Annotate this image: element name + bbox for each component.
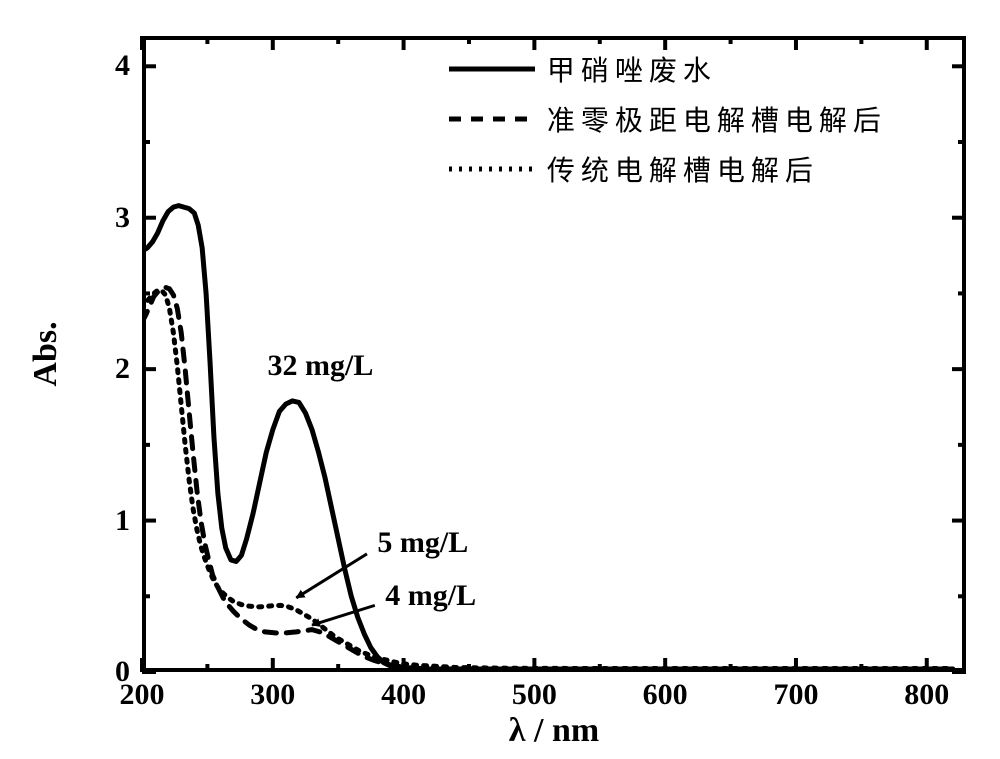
legend-swatch (447, 108, 537, 130)
y-tick-label: 4 (115, 49, 130, 83)
annotation-a2: 5 mg/L (377, 526, 468, 560)
y-tick-label: 1 (115, 504, 130, 538)
annotation-arrow (312, 605, 375, 625)
legend-item: 传统电解槽电解后 (447, 149, 941, 189)
legend-item: 准零极距电解槽电解后 (447, 99, 941, 139)
y-tick-label: 3 (115, 201, 130, 235)
legend-swatch (447, 158, 537, 180)
series-group (142, 206, 953, 671)
legend-swatch-wrap (447, 58, 537, 80)
y-tick-label: 0 (115, 655, 130, 689)
annotation-a3: 4 mg/L (385, 579, 476, 613)
legend-swatch-wrap (447, 158, 537, 180)
legend-swatch-wrap (447, 108, 537, 130)
x-axis-title: λ / nm (509, 712, 599, 750)
legend-item: 甲硝唑废水 (447, 49, 941, 89)
annotation-arrow (296, 554, 367, 598)
x-tick-label: 600 (643, 678, 688, 712)
legend-swatch (447, 58, 537, 80)
series-s3 (142, 290, 953, 668)
y-axis-title: Abs. (27, 321, 65, 386)
x-tick-label: 700 (773, 678, 818, 712)
series-s1 (142, 206, 953, 669)
legend-label: 传统电解槽电解后 (547, 149, 819, 189)
x-tick-label: 800 (904, 678, 949, 712)
legend-label: 甲硝唑废水 (547, 49, 717, 89)
x-tick-label: 400 (381, 678, 426, 712)
x-tick-label: 300 (250, 678, 295, 712)
legend-label: 准零极距电解槽电解后 (547, 99, 887, 139)
series-s2 (142, 287, 953, 670)
legend: 甲硝唑废水准零极距电解槽电解后传统电解槽电解后 (447, 49, 941, 189)
annotation-a1: 32 mg/L (268, 349, 374, 383)
y-tick-label: 2 (115, 352, 130, 386)
x-tick-label: 500 (512, 678, 557, 712)
